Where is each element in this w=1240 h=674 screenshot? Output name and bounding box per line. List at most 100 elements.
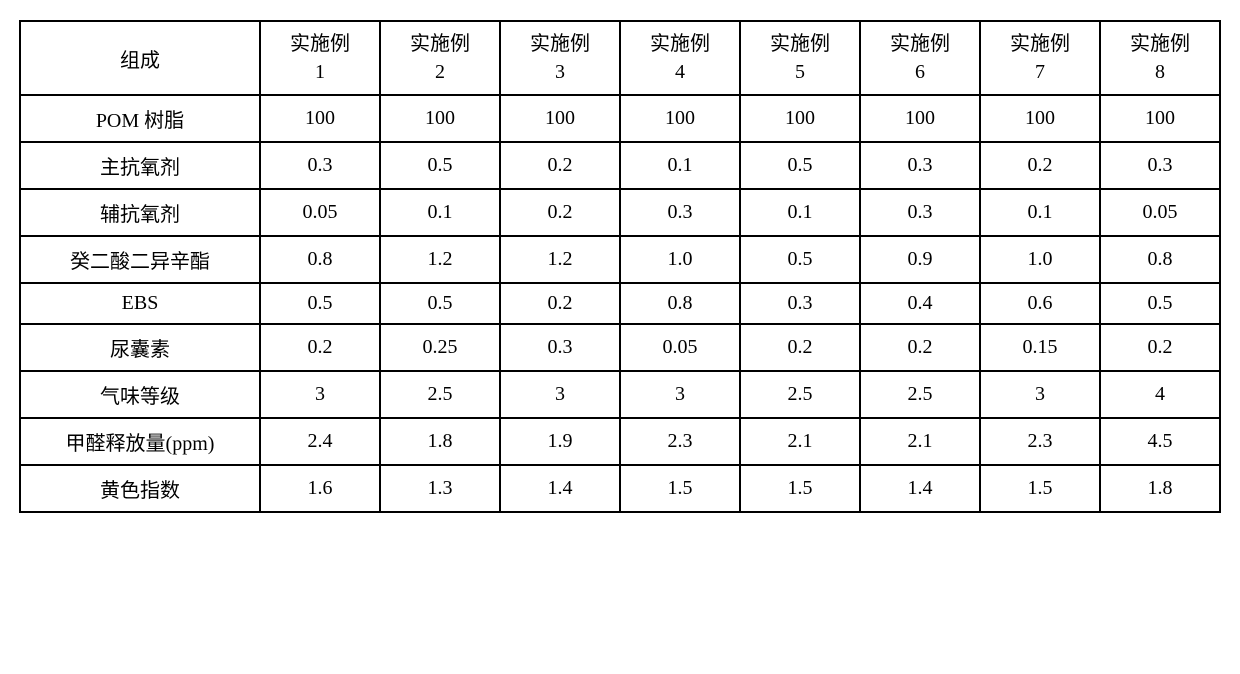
header-col-5: 实施例 5 bbox=[740, 21, 860, 95]
header-col-prefix: 实施例 bbox=[265, 30, 375, 58]
cell: 0.3 bbox=[620, 189, 740, 236]
header-col-number: 2 bbox=[385, 58, 495, 86]
table-row: 主抗氧剂0.30.50.20.10.50.30.20.3 bbox=[20, 142, 1220, 189]
header-col-6: 实施例 6 bbox=[860, 21, 980, 95]
cell: 0.2 bbox=[740, 324, 860, 371]
cell: 0.5 bbox=[740, 142, 860, 189]
row-label: EBS bbox=[20, 283, 260, 324]
header-col-number: 8 bbox=[1105, 58, 1215, 86]
cell: 2.5 bbox=[740, 371, 860, 418]
cell: 0.2 bbox=[500, 283, 620, 324]
cell: 1.2 bbox=[380, 236, 500, 283]
cell: 100 bbox=[860, 95, 980, 142]
cell: 100 bbox=[260, 95, 380, 142]
row-label: 辅抗氧剂 bbox=[20, 189, 260, 236]
table-row: EBS0.50.50.20.80.30.40.60.5 bbox=[20, 283, 1220, 324]
cell: 1.5 bbox=[980, 465, 1100, 512]
header-col-7: 实施例 7 bbox=[980, 21, 1100, 95]
cell: 4 bbox=[1100, 371, 1220, 418]
header-col-prefix: 实施例 bbox=[385, 30, 495, 58]
cell: 0.5 bbox=[380, 142, 500, 189]
table-row: 黄色指数1.61.31.41.51.51.41.51.8 bbox=[20, 465, 1220, 512]
cell: 1.0 bbox=[980, 236, 1100, 283]
cell: 4.5 bbox=[1100, 418, 1220, 465]
cell: 0.5 bbox=[260, 283, 380, 324]
table-body: POM 树脂100100100100100100100100主抗氧剂0.30.5… bbox=[20, 95, 1220, 512]
table-row: 气味等级32.5332.52.534 bbox=[20, 371, 1220, 418]
cell: 0.2 bbox=[500, 189, 620, 236]
cell: 1.2 bbox=[500, 236, 620, 283]
cell: 1.9 bbox=[500, 418, 620, 465]
header-col-4: 实施例 4 bbox=[620, 21, 740, 95]
cell: 0.3 bbox=[260, 142, 380, 189]
cell: 0.2 bbox=[260, 324, 380, 371]
composition-table: 组成 实施例 1 实施例 2 实施例 3 实施例 4 实施例 5 实施 bbox=[19, 20, 1221, 513]
cell: 0.3 bbox=[860, 142, 980, 189]
header-col-3: 实施例 3 bbox=[500, 21, 620, 95]
header-col-number: 5 bbox=[745, 58, 855, 86]
cell: 0.25 bbox=[380, 324, 500, 371]
row-label: 黄色指数 bbox=[20, 465, 260, 512]
table-row: POM 树脂100100100100100100100100 bbox=[20, 95, 1220, 142]
cell: 0.5 bbox=[380, 283, 500, 324]
cell: 1.4 bbox=[500, 465, 620, 512]
cell: 0.3 bbox=[860, 189, 980, 236]
header-col-prefix: 实施例 bbox=[745, 30, 855, 58]
cell: 0.1 bbox=[980, 189, 1100, 236]
cell: 2.4 bbox=[260, 418, 380, 465]
cell: 100 bbox=[980, 95, 1100, 142]
table-row: 癸二酸二异辛酯0.81.21.21.00.50.91.00.8 bbox=[20, 236, 1220, 283]
cell: 100 bbox=[500, 95, 620, 142]
cell: 2.5 bbox=[380, 371, 500, 418]
cell: 0.2 bbox=[980, 142, 1100, 189]
table-row: 甲醛释放量(ppm)2.41.81.92.32.12.12.34.5 bbox=[20, 418, 1220, 465]
cell: 3 bbox=[620, 371, 740, 418]
cell: 2.3 bbox=[980, 418, 1100, 465]
row-label: 癸二酸二异辛酯 bbox=[20, 236, 260, 283]
cell: 0.3 bbox=[740, 283, 860, 324]
header-col-prefix: 实施例 bbox=[1105, 30, 1215, 58]
cell: 0.05 bbox=[620, 324, 740, 371]
table-header-row: 组成 实施例 1 实施例 2 实施例 3 实施例 4 实施例 5 实施 bbox=[20, 21, 1220, 95]
cell: 0.8 bbox=[1100, 236, 1220, 283]
cell: 0.5 bbox=[740, 236, 860, 283]
cell: 1.8 bbox=[1100, 465, 1220, 512]
cell: 0.3 bbox=[500, 324, 620, 371]
cell: 0.5 bbox=[1100, 283, 1220, 324]
cell: 1.4 bbox=[860, 465, 980, 512]
table-row: 辅抗氧剂0.050.10.20.30.10.30.10.05 bbox=[20, 189, 1220, 236]
header-col-prefix: 实施例 bbox=[865, 30, 975, 58]
cell: 2.1 bbox=[860, 418, 980, 465]
row-label: 尿囊素 bbox=[20, 324, 260, 371]
header-row-label: 组成 bbox=[20, 21, 260, 95]
cell: 0.3 bbox=[1100, 142, 1220, 189]
header-col-number: 4 bbox=[625, 58, 735, 86]
header-col-number: 6 bbox=[865, 58, 975, 86]
cell: 2.5 bbox=[860, 371, 980, 418]
row-label: 气味等级 bbox=[20, 371, 260, 418]
table-row: 尿囊素0.20.250.30.050.20.20.150.2 bbox=[20, 324, 1220, 371]
cell: 0.05 bbox=[260, 189, 380, 236]
cell: 100 bbox=[1100, 95, 1220, 142]
cell: 0.4 bbox=[860, 283, 980, 324]
cell: 3 bbox=[980, 371, 1100, 418]
cell: 3 bbox=[260, 371, 380, 418]
header-col-prefix: 实施例 bbox=[985, 30, 1095, 58]
row-label: POM 树脂 bbox=[20, 95, 260, 142]
cell: 0.2 bbox=[860, 324, 980, 371]
header-col-number: 7 bbox=[985, 58, 1095, 86]
cell: 0.2 bbox=[500, 142, 620, 189]
header-col-prefix: 实施例 bbox=[625, 30, 735, 58]
cell: 0.05 bbox=[1100, 189, 1220, 236]
cell: 1.5 bbox=[740, 465, 860, 512]
header-col-number: 1 bbox=[265, 58, 375, 86]
cell: 1.6 bbox=[260, 465, 380, 512]
header-col-number: 3 bbox=[505, 58, 615, 86]
cell: 1.3 bbox=[380, 465, 500, 512]
cell: 0.1 bbox=[740, 189, 860, 236]
cell: 0.6 bbox=[980, 283, 1100, 324]
cell: 0.8 bbox=[620, 283, 740, 324]
cell: 0.1 bbox=[380, 189, 500, 236]
cell: 2.3 bbox=[620, 418, 740, 465]
cell: 2.1 bbox=[740, 418, 860, 465]
